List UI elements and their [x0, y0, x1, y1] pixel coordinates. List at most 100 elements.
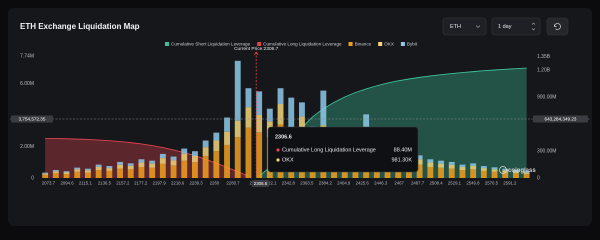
tooltip-title: 2306.6 [275, 134, 292, 140]
select-text: ETH [450, 24, 461, 30]
button-box[interactable] [546, 17, 569, 36]
bar [95, 170, 102, 178]
bar [491, 167, 498, 170]
bar [63, 171, 70, 173]
tooltip-dot [276, 148, 280, 152]
x-tick-label: 2322.1 [263, 181, 277, 186]
legend-label: Binance [355, 42, 372, 47]
x-tick-label: 2487.7 [411, 181, 425, 186]
bar [170, 165, 177, 178]
bar [202, 147, 209, 156]
bar [84, 172, 91, 178]
legend-label: OKX [384, 42, 394, 47]
bar [127, 163, 134, 166]
legend: Cumulative Short Liquidation Leverage Cum… [165, 42, 418, 47]
tooltip-name: OKX [282, 157, 294, 163]
select-box[interactable] [491, 17, 541, 36]
bar [42, 172, 49, 174]
bar [170, 160, 177, 166]
bar [149, 163, 156, 168]
chevron [475, 25, 481, 28]
x-tick-label: 2073.7 [42, 181, 56, 186]
bar [427, 159, 434, 163]
x-tick-label: 2094.6 [60, 181, 74, 186]
bar [266, 108, 273, 122]
crosshair-y2-label: 643,284,349.23 [545, 116, 577, 121]
tooltip-box [267, 126, 419, 173]
bar [117, 164, 123, 169]
legend-swatch [378, 42, 383, 46]
crosshair-label-box [11, 115, 53, 123]
bar [224, 131, 230, 145]
select-box[interactable] [442, 17, 487, 36]
x-tick-label: 2363.5 [300, 181, 314, 186]
bar [298, 102, 305, 117]
bar [117, 168, 123, 178]
tooltip-dot [276, 158, 280, 162]
y2-tick-label: 1.20B [537, 67, 551, 73]
legend-label: Bybit [407, 42, 418, 47]
bar [502, 172, 509, 178]
current-price-label: Current Price:2306.7 [234, 46, 279, 52]
bar [480, 168, 487, 171]
bar [234, 137, 241, 178]
bar [191, 151, 198, 156]
bar [106, 168, 113, 171]
bar [149, 167, 156, 178]
bar [234, 60, 241, 121]
bar [74, 167, 81, 170]
y2-tick-label: 900.00M [537, 94, 556, 100]
bar [459, 170, 466, 178]
bar [170, 156, 177, 161]
bar [513, 171, 519, 174]
bar [256, 91, 263, 115]
bar [256, 132, 263, 178]
x-tick-label: 2115.1 [79, 181, 92, 186]
bar [427, 166, 434, 178]
bar [63, 172, 70, 175]
symbol-select[interactable]: ETH [442, 17, 487, 36]
x-tick-label: 2239.3 [190, 181, 204, 186]
bar [159, 158, 166, 164]
refresh-button[interactable] [546, 17, 569, 36]
crosshair-x-label: 2306.6 [254, 181, 268, 186]
bar [256, 115, 263, 133]
bar [106, 170, 113, 178]
bar [52, 171, 59, 174]
bar [234, 120, 241, 138]
bar [52, 169, 59, 172]
plot-area: 0 2.00M 6.00M 7.74M 0 300.00M 900.00M 1.20B 1.35… [10, 46, 590, 187]
x-tick-label: 2384.2 [319, 181, 333, 186]
bar [523, 172, 530, 175]
x-tick-label: 2570.5 [485, 181, 499, 186]
tooltip-value: 981.30K [392, 157, 413, 163]
x-tick-label: 2529.1 [448, 181, 462, 186]
bar [470, 163, 477, 166]
bar [95, 166, 102, 171]
bar [42, 174, 49, 178]
bar [470, 165, 477, 170]
bar [74, 171, 81, 178]
bar [298, 116, 305, 134]
x-tick-label: 2197.9 [153, 181, 167, 186]
bar [84, 170, 91, 173]
bar [513, 169, 519, 172]
bar [523, 171, 530, 173]
bar [127, 165, 134, 170]
chevron [531, 22, 536, 31]
bar [159, 153, 166, 159]
x-tick-label: 2260 [210, 181, 220, 186]
bar [224, 117, 230, 132]
y-tick-label: 0 [31, 175, 34, 181]
interval-select[interactable]: 1 day [491, 17, 541, 36]
x-tick-label: 2280.7 [226, 181, 240, 186]
bar [42, 173, 49, 175]
bar [213, 132, 220, 141]
x-tick-label: 2425.6 [356, 181, 370, 186]
legend-swatch [400, 42, 405, 46]
bar [191, 162, 198, 178]
bar [245, 88, 252, 108]
x-tick-label: 2591.2 [503, 181, 517, 186]
bar [117, 161, 123, 165]
